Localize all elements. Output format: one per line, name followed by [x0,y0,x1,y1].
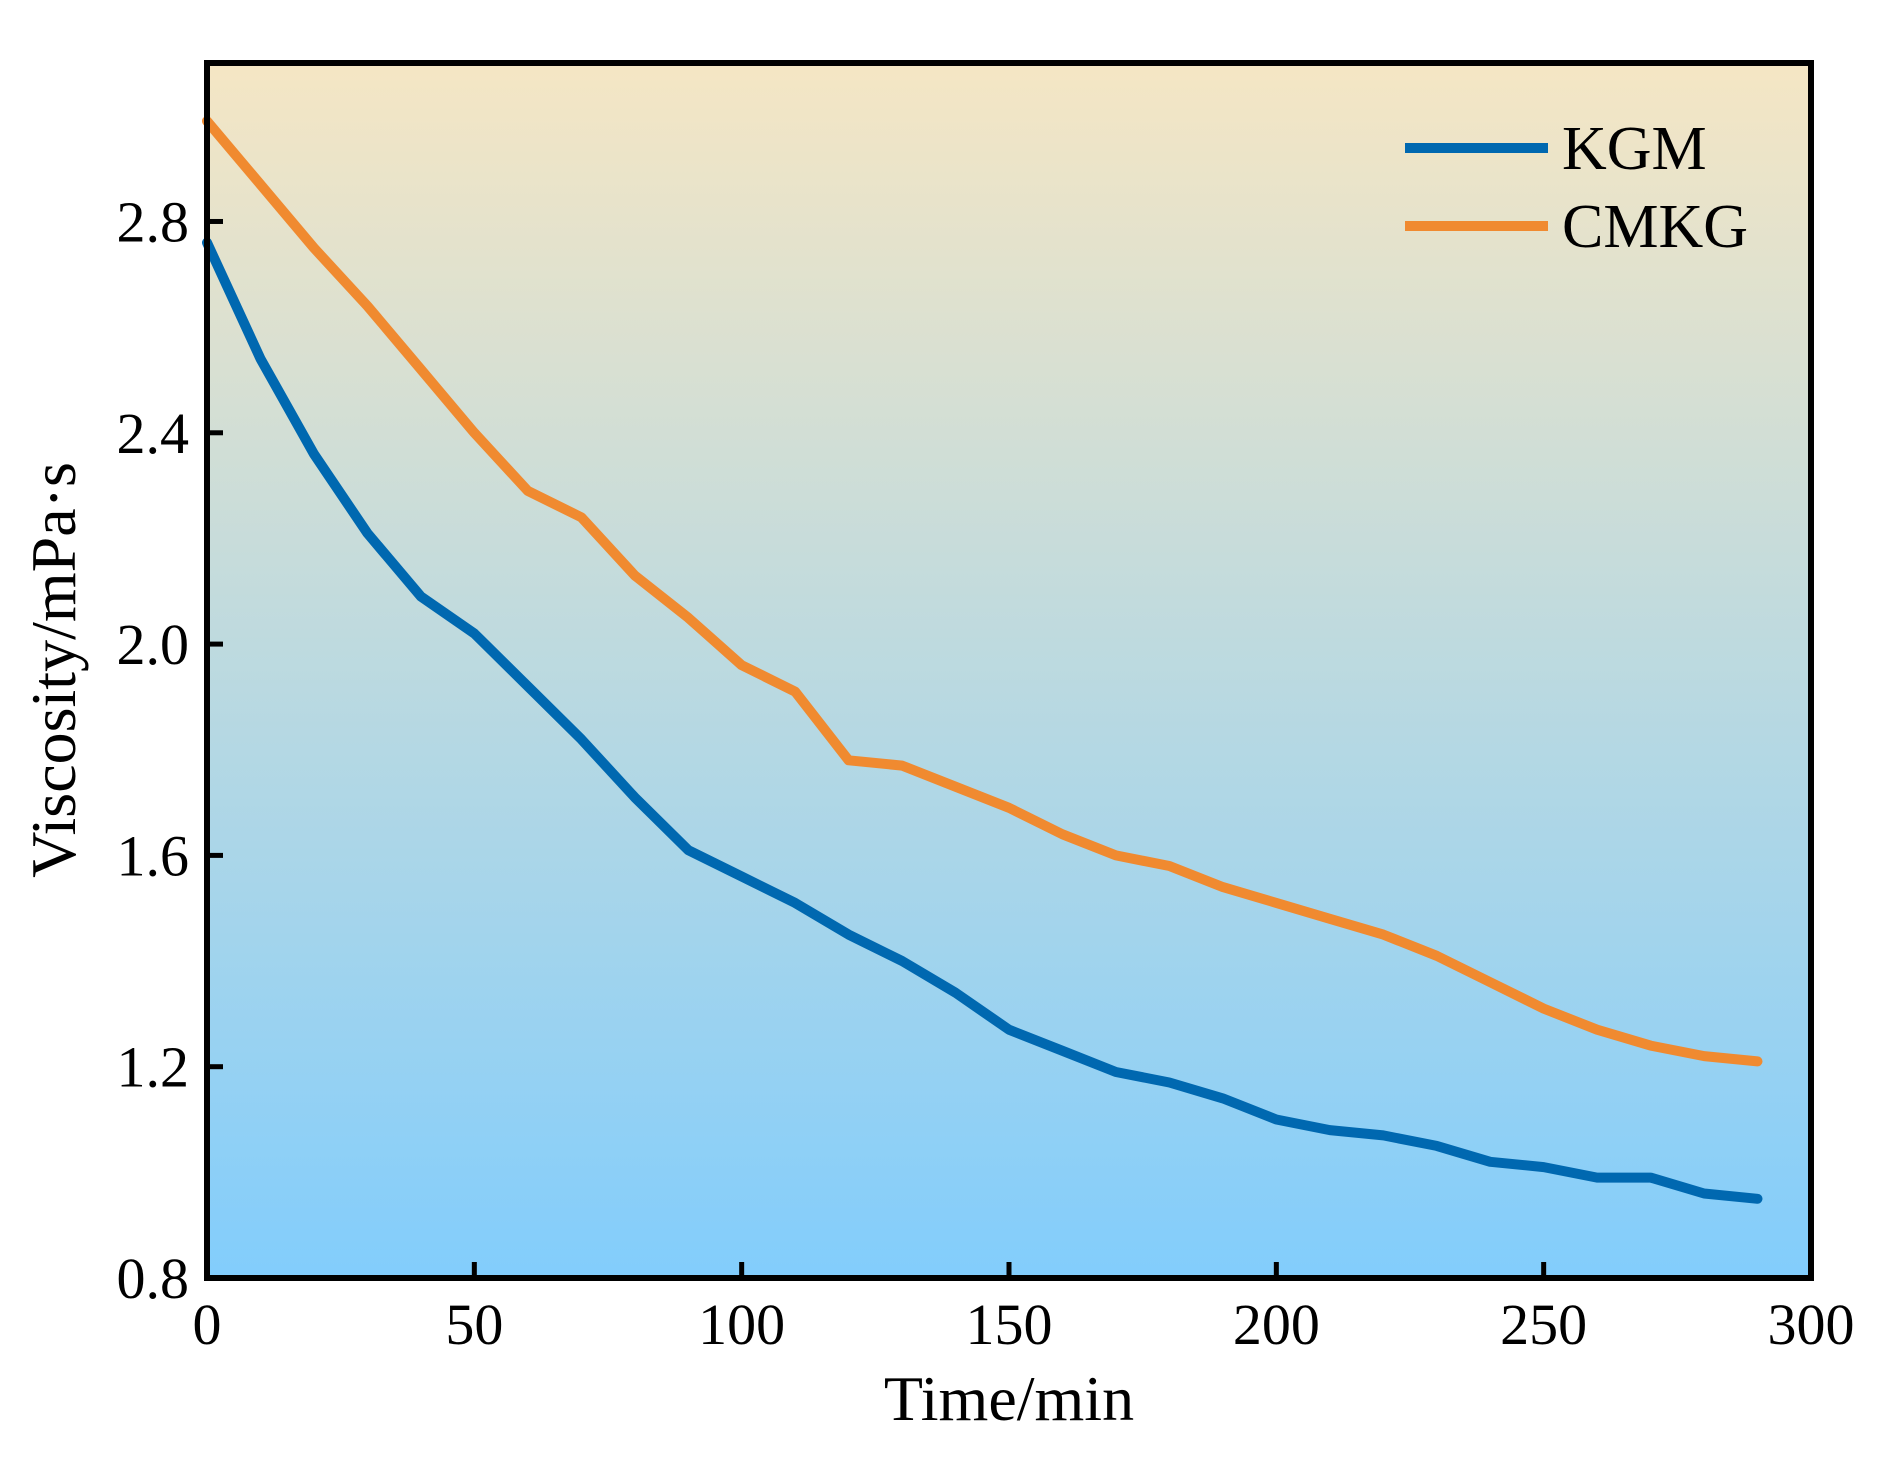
x-tick-label: 150 [966,1292,1053,1357]
x-axis-ticks: 0 50 100 150 200 250 300 [193,1262,1855,1357]
legend-label-kgm: KGM [1562,115,1707,183]
x-tick-label: 0 [193,1292,222,1357]
series-line-cmkg [202,116,1763,1067]
legend: KGM CMKG [1405,115,1748,261]
y-axis-ticks: 0.8 1.2 1.6 2.0 2.4 2.8 [117,189,223,1311]
y-tick-label: 0.8 [117,1246,190,1311]
y-tick-label: 2.0 [117,612,190,677]
legend-label-cmkg: CMKG [1562,193,1748,261]
x-axis-title: Time/min [884,1363,1134,1434]
series-layer [202,116,1763,1204]
x-tick-label: 250 [1500,1292,1587,1357]
series-line-kgm [202,237,1763,1204]
y-axis-title: Viscosity/mPa·s [18,462,89,878]
y-tick-label: 2.8 [117,189,190,254]
plot-background [207,63,1811,1278]
x-tick-label: 50 [445,1292,503,1357]
x-tick-label: 200 [1233,1292,1320,1357]
x-tick-label: 300 [1768,1292,1855,1357]
y-tick-label: 1.2 [117,1035,190,1100]
y-tick-label: 2.4 [117,401,190,466]
x-tick-label: 100 [698,1292,785,1357]
y-tick-label: 1.6 [117,823,190,888]
